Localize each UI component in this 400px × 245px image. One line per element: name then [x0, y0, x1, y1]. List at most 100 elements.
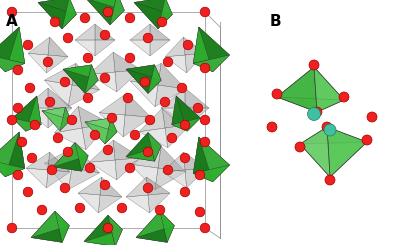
Polygon shape — [46, 55, 68, 73]
Polygon shape — [84, 215, 122, 242]
Polygon shape — [0, 132, 19, 177]
Polygon shape — [126, 133, 161, 157]
Circle shape — [325, 175, 335, 185]
Polygon shape — [54, 106, 82, 133]
Circle shape — [43, 57, 53, 67]
Polygon shape — [146, 177, 170, 195]
Polygon shape — [161, 88, 185, 108]
Polygon shape — [38, 2, 76, 29]
Polygon shape — [148, 193, 170, 213]
Polygon shape — [150, 24, 170, 40]
Polygon shape — [48, 152, 70, 172]
Polygon shape — [100, 177, 122, 197]
Polygon shape — [63, 65, 92, 93]
Polygon shape — [185, 168, 207, 188]
Circle shape — [367, 112, 377, 122]
Polygon shape — [48, 108, 72, 128]
Circle shape — [17, 137, 27, 147]
Circle shape — [103, 145, 113, 155]
Circle shape — [143, 147, 153, 157]
Circle shape — [37, 205, 47, 215]
Circle shape — [83, 93, 93, 103]
Polygon shape — [158, 63, 186, 89]
Polygon shape — [53, 156, 88, 171]
Polygon shape — [158, 0, 172, 29]
Polygon shape — [5, 27, 25, 72]
Polygon shape — [89, 52, 115, 74]
Polygon shape — [85, 65, 98, 93]
Circle shape — [63, 33, 73, 43]
Polygon shape — [0, 27, 19, 72]
Circle shape — [100, 180, 110, 190]
Polygon shape — [126, 146, 161, 161]
Polygon shape — [277, 67, 344, 100]
Circle shape — [75, 203, 85, 213]
Circle shape — [180, 153, 190, 163]
Polygon shape — [78, 106, 110, 128]
Polygon shape — [300, 142, 367, 177]
Polygon shape — [126, 177, 148, 197]
Polygon shape — [75, 40, 95, 56]
Polygon shape — [185, 88, 209, 108]
Text: A: A — [6, 14, 18, 29]
Polygon shape — [75, 24, 95, 40]
Polygon shape — [99, 113, 125, 137]
Circle shape — [143, 33, 153, 43]
Polygon shape — [42, 111, 71, 131]
Circle shape — [200, 137, 210, 147]
Polygon shape — [99, 93, 127, 115]
Circle shape — [200, 63, 210, 73]
Polygon shape — [134, 2, 172, 29]
Polygon shape — [53, 143, 88, 167]
Circle shape — [90, 130, 100, 140]
Polygon shape — [48, 88, 72, 108]
Polygon shape — [68, 85, 100, 107]
Circle shape — [80, 13, 90, 23]
Polygon shape — [136, 226, 174, 242]
Polygon shape — [126, 195, 150, 213]
Polygon shape — [60, 107, 71, 131]
Circle shape — [63, 147, 73, 157]
Polygon shape — [28, 53, 48, 73]
Polygon shape — [98, 195, 122, 213]
Polygon shape — [86, 0, 117, 25]
Polygon shape — [0, 55, 25, 72]
Circle shape — [195, 170, 205, 180]
Polygon shape — [68, 168, 100, 190]
Polygon shape — [158, 146, 186, 172]
Circle shape — [130, 130, 140, 140]
Polygon shape — [113, 140, 141, 160]
Circle shape — [163, 57, 173, 67]
Polygon shape — [126, 65, 161, 80]
Circle shape — [117, 203, 127, 213]
Polygon shape — [193, 27, 213, 72]
Circle shape — [272, 89, 282, 99]
Circle shape — [100, 30, 110, 40]
Polygon shape — [113, 52, 141, 72]
Polygon shape — [165, 55, 186, 73]
Text: B: B — [270, 14, 282, 29]
Circle shape — [193, 103, 203, 113]
Polygon shape — [193, 137, 213, 182]
Polygon shape — [85, 118, 117, 132]
Polygon shape — [115, 70, 141, 92]
Polygon shape — [26, 168, 48, 188]
Polygon shape — [44, 63, 76, 85]
Polygon shape — [26, 96, 41, 131]
Polygon shape — [327, 127, 367, 177]
Polygon shape — [176, 96, 200, 131]
Circle shape — [308, 108, 320, 121]
Polygon shape — [185, 53, 205, 73]
Polygon shape — [24, 108, 48, 128]
Polygon shape — [130, 40, 150, 56]
Circle shape — [160, 97, 170, 107]
Circle shape — [200, 115, 210, 125]
Polygon shape — [53, 143, 82, 171]
Polygon shape — [78, 177, 102, 195]
Polygon shape — [148, 65, 161, 93]
Polygon shape — [277, 67, 317, 112]
Polygon shape — [148, 133, 161, 161]
Circle shape — [125, 13, 135, 23]
Polygon shape — [85, 118, 111, 144]
Polygon shape — [55, 211, 70, 242]
